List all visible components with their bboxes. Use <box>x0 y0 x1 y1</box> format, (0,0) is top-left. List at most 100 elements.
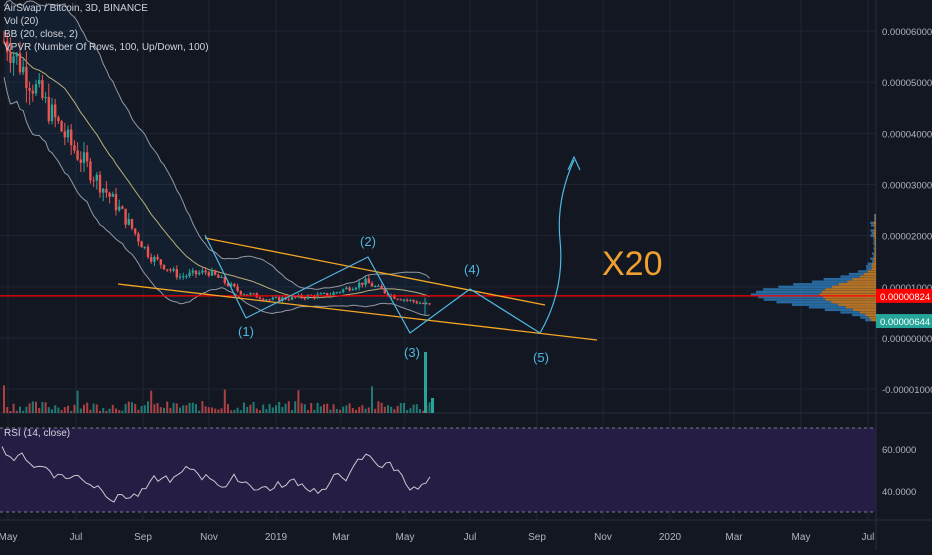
volume-bar <box>150 390 153 413</box>
candle-body <box>287 299 290 301</box>
vpvr-row-down <box>873 221 876 225</box>
candle-body <box>322 293 326 295</box>
time-tick-label: Nov <box>200 532 218 543</box>
volume-bar <box>131 402 133 413</box>
volume-bar <box>188 402 191 413</box>
legend-volume[interactable]: Vol (20) <box>4 16 39 27</box>
volume-bar <box>291 410 293 413</box>
vpvr-row-down <box>874 247 876 250</box>
candle-body <box>220 276 223 278</box>
time-tick-label: Sep <box>528 532 546 543</box>
volume-bar <box>259 410 261 413</box>
price-tick-label: 0.00005000 <box>882 78 932 89</box>
trendline-upper <box>204 237 546 306</box>
time-axis[interactable]: May Jul Sep Nov 2019 Mar May Jul Sep Nov 2020 Mar Ma… <box>0 532 874 543</box>
candle-body <box>210 270 214 276</box>
candle-body <box>265 299 268 301</box>
vpvr-row-up <box>756 290 823 294</box>
candle-body <box>182 276 185 278</box>
candle-body <box>82 152 86 163</box>
volume-bar <box>412 404 415 413</box>
volume-bar <box>73 404 76 413</box>
vpvr-row-up <box>793 283 839 286</box>
candle-body <box>303 297 306 299</box>
vpvr-row-down <box>873 224 876 227</box>
candle-body <box>335 292 338 294</box>
legend-bollinger[interactable]: BB (20, close, 2) <box>4 29 78 40</box>
volume-bar <box>294 401 297 413</box>
drawings: (1) (2) (3) (4) (5) X20 <box>0 155 876 365</box>
volume-bar <box>284 403 287 413</box>
volume-bar <box>95 404 98 413</box>
volume-bar <box>35 401 37 413</box>
volume-bar <box>185 405 188 413</box>
rsi-band <box>0 428 876 512</box>
vpvr-row-up <box>758 295 824 299</box>
volume-bar <box>326 403 329 413</box>
price-tick-label: -0.00001000 <box>882 385 932 396</box>
volume-bar <box>57 407 60 413</box>
volume-bars <box>3 352 434 413</box>
vpvr-row-down <box>875 214 876 217</box>
volume-bar <box>236 407 239 413</box>
wave-label: (1) <box>238 324 254 339</box>
candle-body <box>278 297 281 301</box>
vpvr-row-down <box>845 306 876 309</box>
candle-body <box>47 96 50 122</box>
candle-body <box>172 269 175 271</box>
symbol-title[interactable]: AirSwap / Bitcoin, 3D, BINANCE <box>4 3 148 14</box>
volume-bar <box>332 404 335 413</box>
candle-body <box>364 278 367 285</box>
candle-body <box>370 283 374 287</box>
vpvr-row-up <box>750 293 820 296</box>
volume-bar <box>67 405 69 413</box>
vpvr-row-up <box>872 252 875 255</box>
candle-body <box>290 296 294 300</box>
vpvr-row-up <box>866 265 872 268</box>
candle-body <box>191 270 194 273</box>
candle-body <box>108 192 111 197</box>
volume-bar <box>70 410 73 413</box>
vpvr-row-up <box>848 272 864 276</box>
vpvr-row-down <box>865 313 876 317</box>
candle-body <box>79 159 82 163</box>
candle-body <box>399 299 402 301</box>
volume-bar <box>217 409 220 413</box>
volume-bar <box>319 406 322 413</box>
vpvr-row-up <box>763 298 826 301</box>
candle-body <box>412 299 415 302</box>
vpvr-row-down <box>875 249 876 253</box>
candle-body <box>28 88 31 91</box>
candle-body <box>98 174 102 193</box>
vpvr-row-down <box>823 295 876 299</box>
volume-bar <box>31 401 34 413</box>
candle-body <box>351 289 354 291</box>
legend-vpvr[interactable]: VPVR (Number Of Rows, 100, Up/Down, 100) <box>4 42 209 53</box>
candle-body <box>31 90 34 94</box>
volume-bar <box>339 409 341 413</box>
volume-bar <box>380 402 383 413</box>
volume-bar <box>22 410 25 413</box>
legend-rsi[interactable]: RSI (14, close) <box>4 428 71 439</box>
volume-bar <box>383 406 386 413</box>
volume-bar <box>396 405 399 413</box>
price-axis[interactable]: 0.00006000 0.00005000 0.00004000 0.00003000… <box>876 27 932 498</box>
volume-bar <box>3 385 5 413</box>
candle-body <box>73 145 76 151</box>
candle-body <box>380 285 383 290</box>
vpvr-row-down <box>873 234 876 237</box>
vpvr-row-down <box>859 311 876 314</box>
volume-bar <box>310 403 313 413</box>
candle-body <box>332 292 335 296</box>
candle-body <box>50 104 54 122</box>
candle-body <box>207 272 210 276</box>
vpvr-row-up <box>870 234 874 237</box>
candle-body <box>105 188 108 193</box>
candle-body <box>377 285 380 287</box>
vpvr-row-up <box>860 316 869 319</box>
time-tick-label: Nov <box>594 532 612 543</box>
volume-bar <box>9 410 12 413</box>
volume-bar <box>28 403 31 413</box>
